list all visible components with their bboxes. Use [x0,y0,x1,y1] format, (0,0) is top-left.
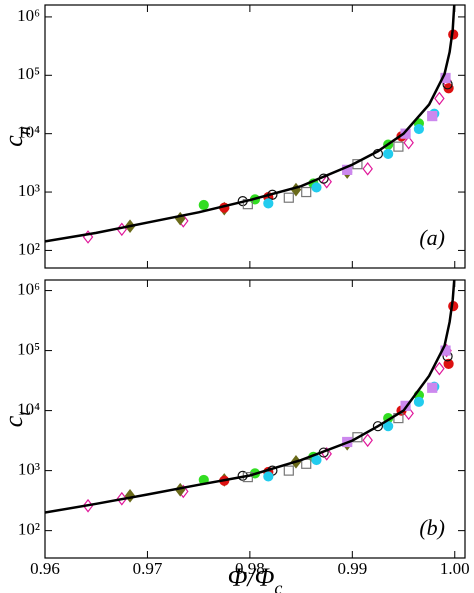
point [198,199,209,211]
point [362,161,373,176]
panel-annotation: (a) [419,225,445,250]
y-tick-label: 10⁶ [17,279,40,298]
point [383,421,394,432]
plot-area [45,5,459,244]
y-axis-label: ct [0,410,34,428]
x-axis-label-main: Φ/Φ [228,563,275,592]
point [311,454,322,466]
point [301,186,312,198]
x-axis-label: Φ/Φc [228,563,283,593]
point [383,148,394,160]
point [263,471,274,482]
point [311,182,322,193]
y-tick-label: 10⁴ [17,123,40,142]
point [372,421,384,432]
point [116,491,128,506]
y-tick-label: 10³ [18,460,40,479]
y-tick-label: 10⁵ [17,64,40,83]
point [283,465,294,476]
y-axis-label-main: c [0,135,28,147]
point [443,358,454,370]
point [362,433,373,448]
x-tick-label: 1.00 [440,559,470,578]
fit-curve [45,280,456,514]
point [393,141,404,152]
point [124,489,136,503]
y-axis-label-sub: t [14,410,34,416]
y-tick-label: 10⁴ [17,400,40,419]
point [434,91,445,106]
x-tick-label: 0.99 [337,559,367,578]
fit-curve [45,5,456,243]
point [321,174,332,189]
x-axis-label-sub: c [274,578,282,593]
y-tick-label: 10⁵ [17,339,40,358]
point [352,432,363,443]
y-axis-label-sub: n [14,126,34,135]
x-tick-label: 0.97 [133,559,163,578]
point [427,110,438,122]
y-tick-label: 10⁶ [17,6,40,25]
x-tick-label: 0.98 [235,559,265,578]
plot-area [45,280,459,514]
panel-annotation: (b) [419,515,445,540]
axes-frame [44,279,466,559]
point [400,128,411,139]
point [283,192,294,203]
point [413,396,425,407]
point [413,123,425,135]
point [263,198,274,209]
point [403,135,414,150]
y-tick-label: 10² [18,239,40,258]
y-tick-label: 10² [18,520,40,539]
point [427,382,438,393]
x-tick-label: 0.96 [30,559,60,578]
point [434,361,445,376]
y-axis-label: cn [0,126,34,147]
y-axis-label-main: c [0,415,28,427]
y-tick-label: 10³ [18,181,40,200]
axes-frame [44,4,466,269]
